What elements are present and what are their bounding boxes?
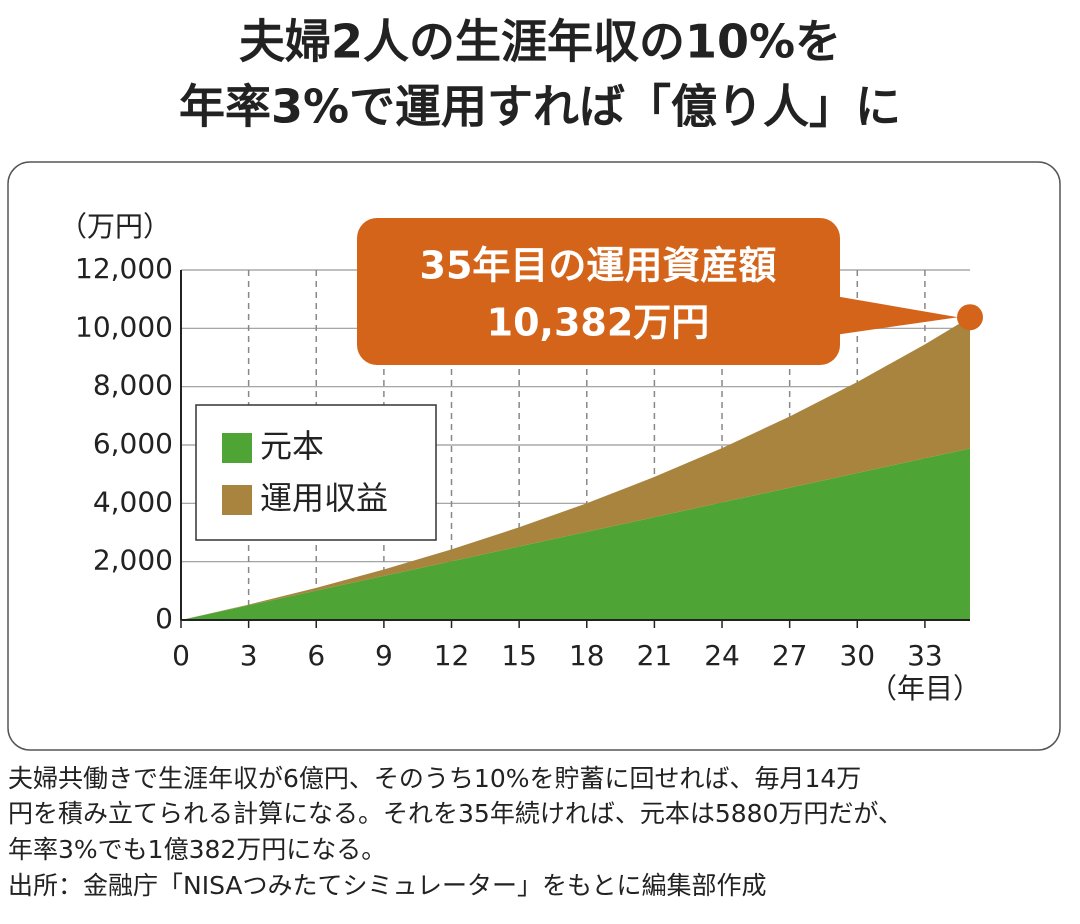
x-tick-label: 27 bbox=[772, 639, 808, 672]
legend-label: 運用収益 bbox=[260, 479, 388, 517]
x-tick-label: 21 bbox=[637, 639, 673, 672]
y-tick-label: 0 bbox=[155, 602, 173, 635]
caption: 年率3%でも1億382万円になる。 bbox=[8, 835, 386, 864]
y-tick-label: 4,000 bbox=[93, 485, 173, 518]
x-tick-label: 3 bbox=[240, 639, 258, 672]
y-tick-label: 10,000 bbox=[75, 310, 173, 343]
chart-title: 夫婦2人の生涯年収の10%を bbox=[239, 15, 841, 69]
x-tick-label: 0 bbox=[172, 639, 190, 672]
callout-text: 35年目の運用資産額 bbox=[420, 244, 777, 288]
end-point bbox=[957, 304, 983, 331]
y-tick-label: 6,000 bbox=[93, 427, 173, 460]
area bbox=[181, 448, 970, 620]
x-tick-label: 18 bbox=[569, 639, 605, 672]
x-tick-label: 33 bbox=[907, 639, 943, 672]
y-tick-label: 8,000 bbox=[93, 369, 173, 402]
y-unit-label: （万円） bbox=[59, 210, 171, 243]
area bbox=[181, 317, 970, 620]
x-tick-label: 24 bbox=[704, 639, 740, 672]
chart-title: 年率3%で運用すれば「億り人」に bbox=[179, 80, 901, 134]
y-tick-label: 12,000 bbox=[75, 252, 173, 285]
caption: 夫婦共働きで生涯年収が6億円、そのうち10%を貯蓄に回せれば、毎月14万 bbox=[8, 764, 861, 793]
callout bbox=[357, 218, 840, 365]
caption: 円を積み立てられる計算になる。それを35年続ければ、元本は5880万円だが、 bbox=[8, 799, 903, 828]
legend-swatch bbox=[222, 485, 252, 515]
x-unit-label: （年目） bbox=[869, 672, 981, 705]
legend-swatch bbox=[222, 433, 252, 463]
legend-box bbox=[195, 404, 437, 541]
caption: 出所：金融庁「NISAつみたてシミュレーター」をもとに編集部作成 bbox=[8, 871, 767, 900]
legend-label: 元本 bbox=[260, 427, 324, 465]
x-tick-label: 9 bbox=[375, 639, 393, 672]
x-tick-label: 30 bbox=[839, 639, 875, 672]
x-tick-label: 12 bbox=[434, 639, 470, 672]
x-tick-label: 6 bbox=[307, 639, 325, 672]
x-tick-label: 15 bbox=[501, 639, 537, 672]
y-tick-label: 2,000 bbox=[93, 544, 173, 577]
callout-text: 10,382万円 bbox=[487, 301, 710, 345]
